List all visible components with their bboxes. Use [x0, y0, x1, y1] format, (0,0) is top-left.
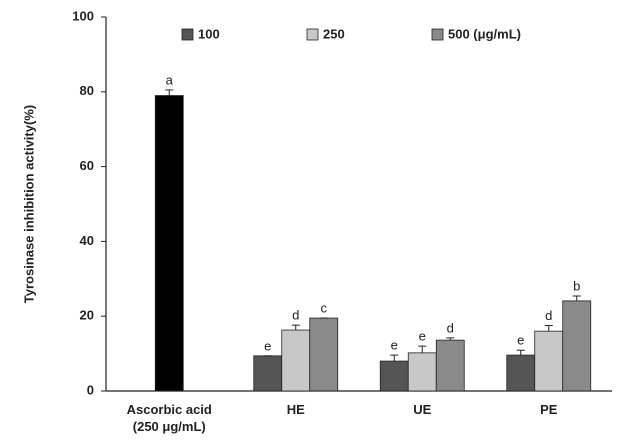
- y-tick-label: 40: [80, 233, 94, 248]
- y-axis-label: Tyrosinase inhibition activity(%): [21, 105, 36, 303]
- significance-letter: d: [292, 308, 299, 323]
- x-tick-label: PE: [540, 402, 558, 417]
- legend-swatch: [431, 28, 444, 41]
- significance-letter: e: [517, 333, 524, 348]
- bar: [534, 330, 564, 392]
- bar: [154, 95, 184, 392]
- y-tick-label: 20: [80, 308, 94, 323]
- x-tick-label: UE: [413, 402, 432, 417]
- significance-letter: a: [166, 72, 174, 87]
- legend-label: 500 (μg/mL): [448, 26, 521, 41]
- legend-swatch: [181, 28, 194, 41]
- bar: [562, 300, 592, 392]
- y-tick-label: 0: [87, 382, 94, 397]
- significance-letter: c: [321, 301, 328, 316]
- legend-label: 100: [198, 26, 220, 41]
- significance-letter: e: [419, 329, 426, 344]
- bar: [407, 352, 437, 392]
- significance-letter: d: [545, 308, 552, 323]
- bar: [435, 339, 465, 392]
- bar: [281, 329, 311, 392]
- legend-label: 250: [323, 26, 345, 41]
- bar: [309, 317, 339, 392]
- y-tick-label: 60: [80, 158, 94, 173]
- legend-swatch: [306, 28, 319, 41]
- significance-letter: d: [447, 320, 454, 335]
- x-tick-label: Ascorbic acid (250 μg/mL): [126, 402, 212, 434]
- bar: [253, 355, 283, 392]
- significance-letter: e: [391, 338, 398, 353]
- y-tick-label: 100: [72, 8, 94, 23]
- significance-letter: b: [573, 278, 580, 293]
- bar: [379, 360, 409, 392]
- significance-letter: e: [264, 338, 271, 353]
- bar: [506, 354, 536, 392]
- x-tick-label: HE: [286, 402, 305, 417]
- y-tick-label: 80: [80, 83, 94, 98]
